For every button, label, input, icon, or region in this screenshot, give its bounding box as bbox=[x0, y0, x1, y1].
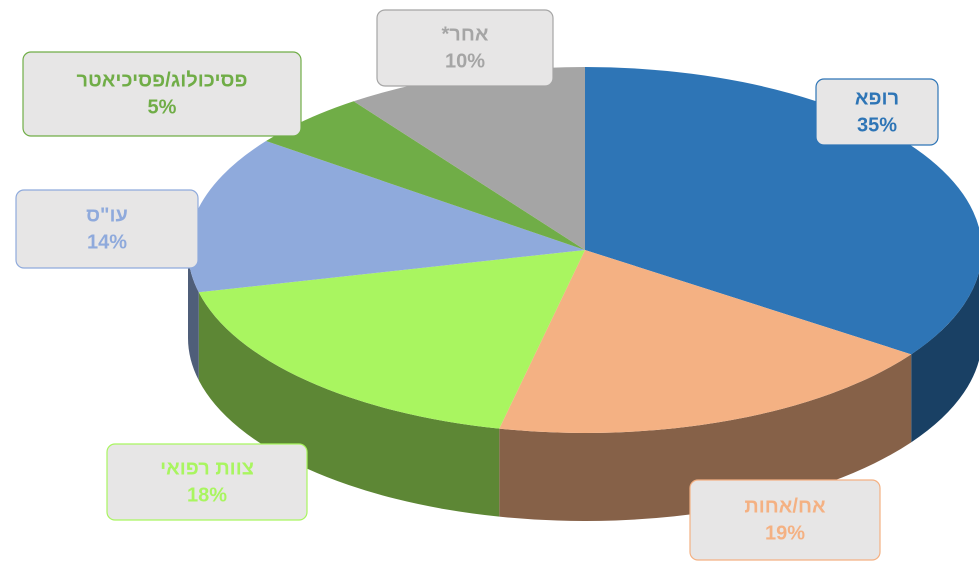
data-label: צוות רפואי 18% bbox=[106, 443, 308, 521]
label-box bbox=[22, 51, 302, 137]
label-name: רופא bbox=[855, 87, 899, 109]
data-label: פסיכולוג/פסיכיאטר 5% bbox=[22, 51, 302, 137]
slice-side bbox=[911, 272, 979, 443]
label-value: 19% bbox=[765, 522, 805, 544]
data-label: אח/אחות 19% bbox=[689, 479, 881, 561]
label-box bbox=[15, 189, 199, 269]
data-label: אחר* 10% bbox=[376, 9, 554, 87]
data-label: עו"ס 14% bbox=[15, 189, 199, 269]
label-name: אח/אחות bbox=[744, 495, 826, 517]
data-label: רופא 35% bbox=[815, 78, 939, 146]
label-box bbox=[689, 479, 881, 561]
label-value: 10% bbox=[445, 50, 485, 72]
label-name: צוות רפואי bbox=[160, 457, 254, 479]
label-name: אחר* bbox=[442, 23, 489, 45]
label-box bbox=[106, 443, 308, 521]
slice bbox=[266, 101, 585, 250]
slice bbox=[499, 250, 912, 433]
slice-side bbox=[188, 250, 199, 381]
label-value: 35% bbox=[857, 114, 897, 136]
slice-side bbox=[198, 292, 500, 517]
label-name: עו"ס bbox=[86, 204, 128, 226]
slice-side bbox=[499, 354, 912, 521]
slice bbox=[198, 250, 586, 429]
label-name: פסיכולוג/פסיכיאטר bbox=[76, 69, 247, 91]
slice bbox=[187, 141, 585, 293]
label-box bbox=[376, 9, 554, 87]
label-box bbox=[815, 78, 939, 146]
label-value: 5% bbox=[148, 96, 177, 118]
label-value: 14% bbox=[87, 231, 127, 253]
label-value: 18% bbox=[187, 484, 227, 506]
slice bbox=[353, 67, 585, 250]
